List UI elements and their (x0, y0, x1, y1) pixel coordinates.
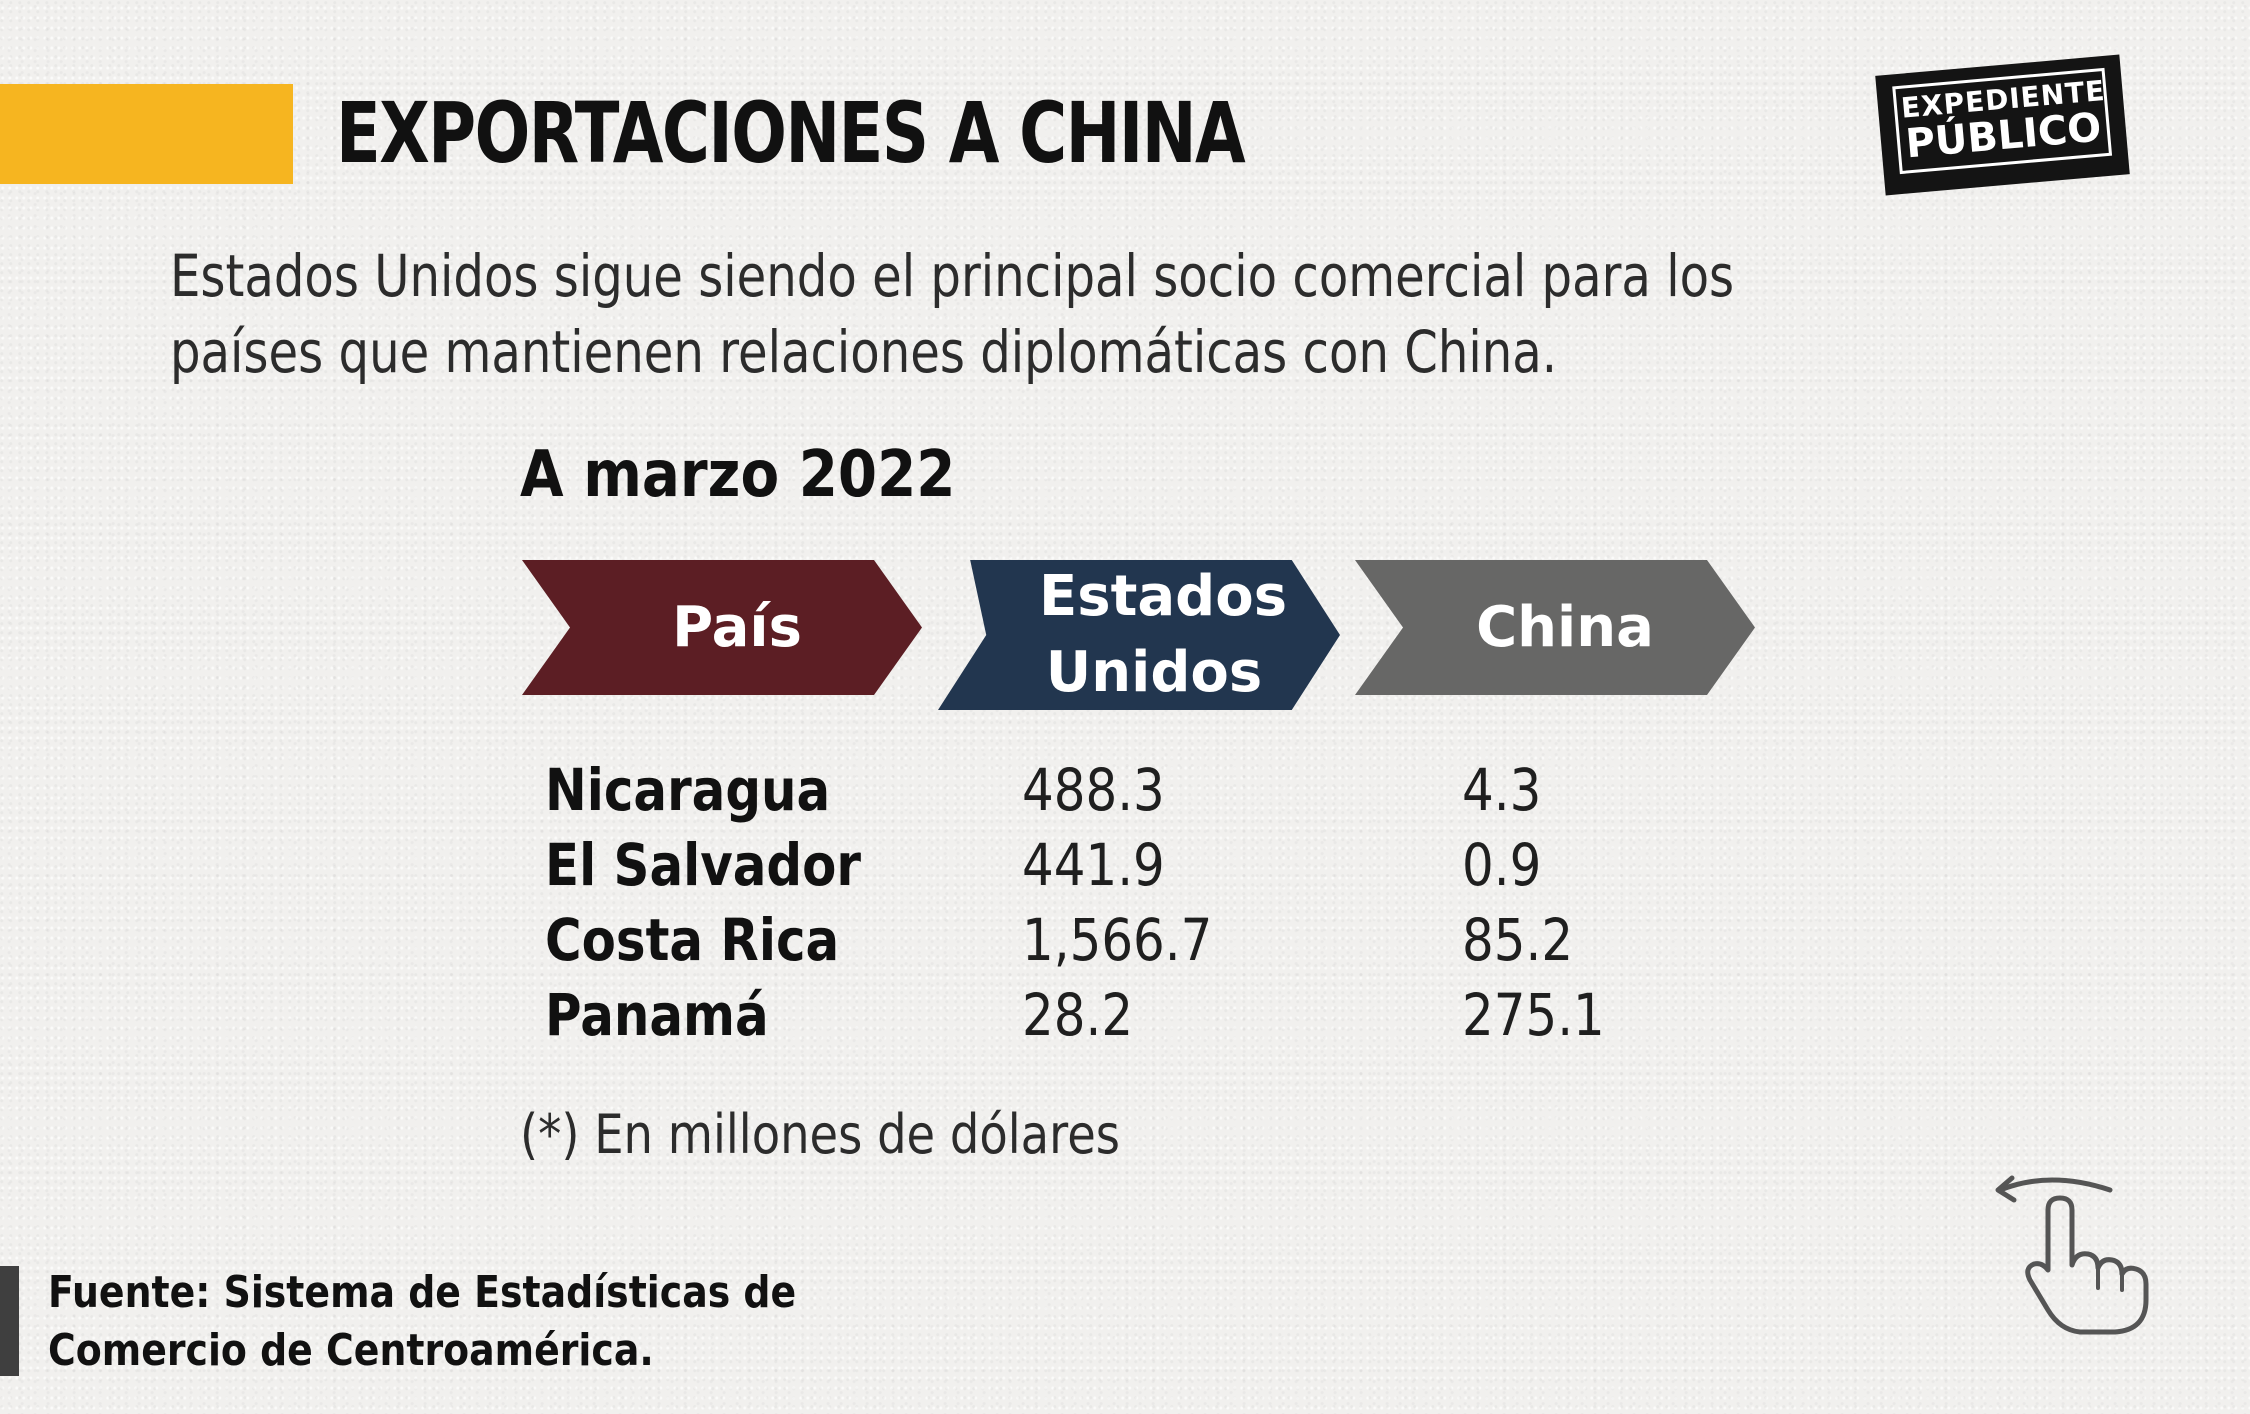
swipe-left-hand-icon (1995, 1175, 2149, 1335)
header-china-label: China (1476, 594, 1654, 660)
source-marker (0, 1266, 19, 1376)
row-china-value: 85.2 (1462, 906, 1574, 974)
accent-bar (0, 84, 293, 184)
row-us-value: 488.3 (1022, 756, 1165, 824)
source-text: Fuente: Sistema de Estadísticas de Comer… (48, 1264, 796, 1380)
source-line-1: Fuente: Sistema de Estadísticas de (48, 1267, 797, 1318)
row-us-value: 1,566.7 (1022, 906, 1213, 974)
logo-frame: EXPEDIENTE PÚBLICO (1892, 67, 2113, 175)
table-row: Nicaragua 488.3 4.3 (0, 753, 2250, 828)
header-china: China (1355, 560, 1755, 695)
row-china-value: 0.9 (1462, 831, 1542, 899)
expediente-publico-logo: EXPEDIENTE PÚBLICO (1875, 54, 2130, 196)
table-row: El Salvador 441.9 0.9 (0, 828, 2250, 903)
row-us-value: 28.2 (1022, 981, 1134, 1049)
table-row: Costa Rica 1,566.7 85.2 (0, 903, 2250, 978)
row-country: Panamá (545, 981, 769, 1049)
source-line-2: Comercio de Centroamérica. (48, 1325, 654, 1376)
page-title: EXPORTACIONES A CHINA (336, 84, 1246, 182)
table-row: Panamá 28.2 275.1 (0, 978, 2250, 1053)
header-country: País (522, 560, 922, 695)
subtitle: Estados Unidos sigue siendo el principal… (170, 242, 1735, 386)
row-country: Costa Rica (545, 906, 840, 974)
row-country: Nicaragua (545, 756, 831, 824)
header-country-label: País (672, 594, 802, 660)
header-us-label: Estados Unidos (1039, 564, 1288, 705)
row-china-value: 275.1 (1462, 981, 1605, 1049)
header-united-states: Estados Unidos (938, 560, 1340, 710)
row-us-value: 441.9 (1022, 831, 1165, 899)
date-label: A marzo 2022 (520, 438, 956, 512)
row-country: El Salvador (545, 831, 861, 899)
row-china-value: 4.3 (1462, 756, 1542, 824)
unit-note: (*) En millones de dólares (520, 1103, 1120, 1166)
